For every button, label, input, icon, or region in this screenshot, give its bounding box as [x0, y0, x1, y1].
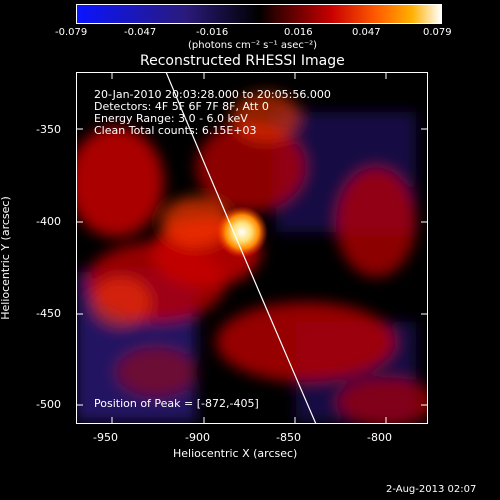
x-tick-label-4: -800: [367, 431, 392, 444]
colorbar-tick-6: 0.079: [423, 27, 452, 38]
solar-limb-line: [165, 72, 317, 424]
timestamp: 2-Aug-2013 02:07: [386, 484, 477, 495]
colorbar-tick-3: -0.016: [196, 27, 229, 38]
axis-ticks: [76, 72, 428, 424]
plot-title: Reconstructed RHESSI Image: [140, 53, 345, 69]
info-line-3: Energy Range: 3.0 - 6.0 keV: [94, 112, 248, 125]
y-tick-label-1: -350: [36, 123, 61, 136]
y-tick-label-2: -400: [36, 215, 61, 228]
x-axis-label: Heliocentric X (arcsec): [173, 447, 298, 460]
y-axis-label: Heliocentric Y (arcsec): [0, 196, 12, 320]
colorbar-tick-2: -0.047: [124, 27, 157, 38]
x-tick-label-2: -900: [185, 431, 210, 444]
colorbar-tick-5: 0.047: [352, 27, 381, 38]
colorbar-unit-label: (photons cm⁻² s⁻¹ asec⁻²): [188, 40, 318, 51]
colorbar: [76, 4, 442, 24]
y-tick-label-3: -450: [36, 307, 61, 320]
info-line-1: 20-Jan-2010 20:03:28.000 to 20:05:56.000: [94, 88, 331, 101]
y-tick-label-4: -500: [36, 398, 61, 411]
colorbar-tick-4: 0.016: [284, 27, 313, 38]
peak-position-label: Position of Peak = [-872,-405]: [94, 397, 259, 410]
info-line-2: Detectors: 4F 5F 6F 7F 8F, Att 0: [94, 100, 269, 113]
x-tick-label-1: -950: [93, 431, 118, 444]
rhessi-image: [76, 72, 428, 424]
peak-source: [216, 206, 268, 258]
colorbar-tick-1: -0.079: [55, 27, 88, 38]
x-tick-label-3: -850: [276, 431, 301, 444]
plot-frame: [76, 72, 428, 424]
image-blobs: [76, 92, 428, 424]
info-line-4: Clean Total counts: 6.15E+03: [94, 124, 257, 137]
